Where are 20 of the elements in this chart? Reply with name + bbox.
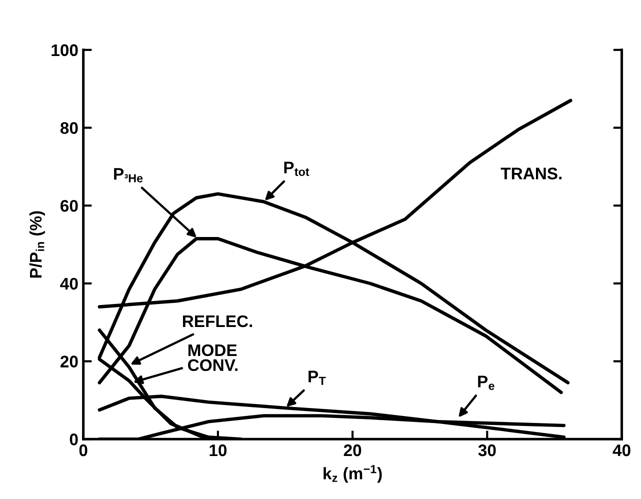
annotation: REFLEC.	[182, 315, 252, 328]
annotation: P$_{tot}$	[284, 162, 310, 176]
y-axis-title: P/P$_{in}$ (%)	[29, 211, 45, 278]
x-tick-label: 40	[612, 444, 630, 456]
y-tick-label: 40	[60, 278, 78, 290]
y-tick-label: 20	[60, 356, 78, 368]
y-tick-label: 0	[70, 434, 78, 446]
x-tick-label: 30	[478, 444, 496, 456]
y-tick-label: 60	[60, 200, 78, 212]
x-tick-label: 20	[344, 444, 362, 456]
annotation: TRANS.	[500, 168, 562, 180]
x-axis-title: k$_{z}$ (m$^{−1}$)	[324, 465, 382, 483]
annotation: P$_{T}$	[308, 370, 326, 385]
x-tick-label: 0	[79, 444, 88, 456]
annotation: P$_{³He}$	[114, 168, 143, 182]
annotation: MODE CONV.	[188, 344, 238, 372]
annotation: P$_{e}$	[478, 376, 494, 390]
y-tick-label: 80	[60, 122, 78, 134]
y-tick-label: 100	[52, 44, 78, 56]
x-tick-label: 10	[210, 444, 227, 456]
